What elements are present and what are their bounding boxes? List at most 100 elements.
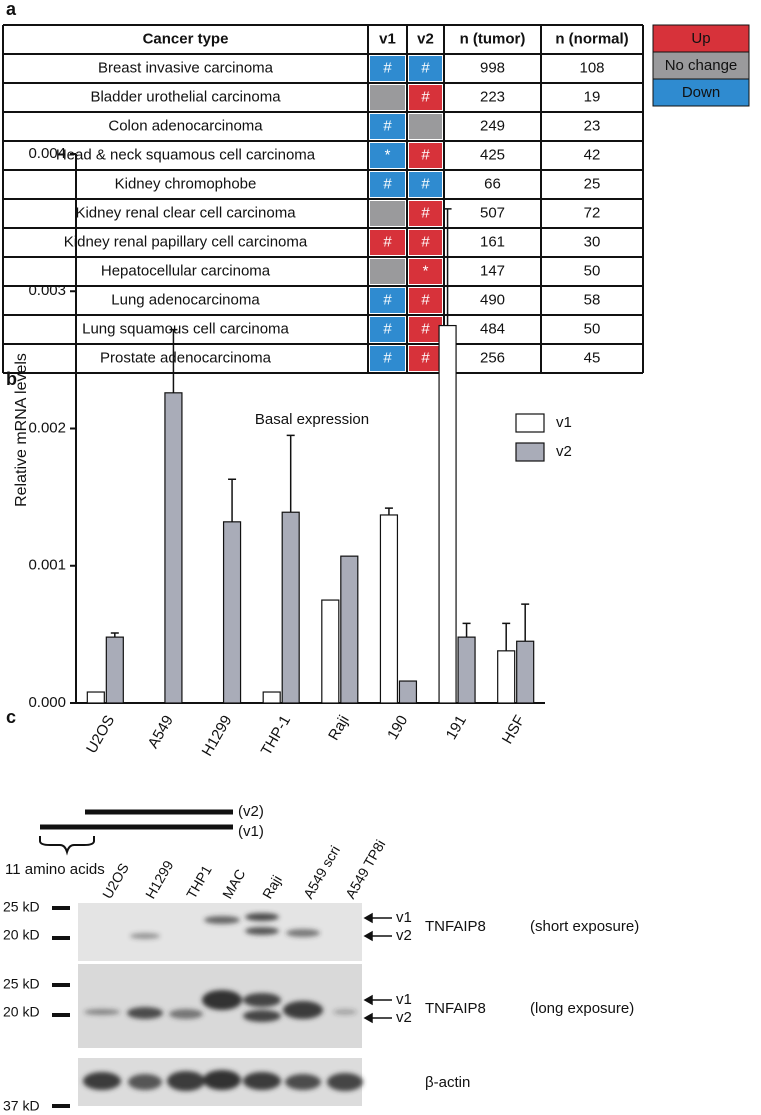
n-tumor: 998 — [480, 59, 505, 76]
lane-label: A549 TP8i — [342, 837, 388, 901]
status-cell — [409, 201, 442, 226]
n-normal: 108 — [579, 59, 604, 76]
status-legend-label: Down — [682, 84, 720, 101]
bar — [321, 599, 340, 704]
n-normal: 58 — [584, 291, 601, 308]
bar — [516, 640, 535, 704]
significance-mark: # — [421, 88, 430, 105]
cancer-type: Hepatocellular carcinoma — [101, 262, 271, 279]
status-cell — [409, 288, 442, 313]
x-tick-label: 190 — [384, 712, 411, 742]
lane-label: H1299 — [142, 857, 177, 901]
significance-mark: # — [383, 233, 392, 250]
status-cell — [370, 172, 405, 197]
bar — [281, 511, 300, 704]
lane-label: MAC — [219, 866, 248, 901]
cancer-type: Breast invasive carcinoma — [98, 59, 274, 76]
cancer-type: Lung squamous cell carcinoma — [82, 320, 289, 337]
bar — [340, 555, 359, 704]
n-normal: 25 — [584, 175, 601, 192]
bar — [105, 636, 124, 704]
n-normal: 19 — [584, 88, 601, 105]
x-tick-label: 191 — [443, 712, 470, 742]
error-bar — [502, 622, 511, 651]
status-cell — [409, 259, 442, 284]
status-cell — [370, 85, 405, 110]
status-legend-label: No change — [665, 57, 738, 74]
panel-label: b — [6, 369, 17, 389]
status-cell — [409, 85, 442, 110]
marker-label: 25 kD — [3, 899, 40, 915]
y-axis-label: Relative mRNA levels — [13, 353, 30, 507]
table-header: n (tumor) — [460, 30, 526, 47]
legend-label: v2 — [556, 443, 572, 460]
error-bar — [521, 603, 530, 642]
status-cell — [409, 172, 442, 197]
status-cell — [409, 114, 442, 139]
exposure-label: (short exposure) — [530, 918, 639, 935]
n-tumor: 66 — [484, 175, 501, 192]
lane-label: THP1 — [183, 862, 215, 901]
bar — [379, 514, 399, 704]
exposure-label: (long exposure) — [530, 1000, 634, 1017]
panel-label: c — [6, 707, 16, 727]
panel-label: a — [6, 0, 17, 19]
significance-mark: # — [383, 59, 392, 76]
status-cell — [370, 201, 405, 226]
lane-label: A549 scri — [300, 843, 343, 902]
band-label: v1 — [396, 991, 412, 1008]
marker-label: 37 kD — [3, 1098, 40, 1114]
x-tick-label: THP-1 — [258, 712, 294, 758]
table-header: v1 — [379, 30, 396, 47]
protein-label: β-actin — [425, 1074, 470, 1091]
y-tick-label: 0.003 — [28, 282, 66, 299]
bar — [222, 521, 242, 704]
status-cell — [409, 56, 442, 81]
status-cell — [370, 114, 405, 139]
marker-label: 25 kD — [3, 976, 40, 992]
n-tumor: 490 — [480, 291, 505, 308]
table-header: Cancer type — [143, 30, 229, 47]
significance-mark: * — [385, 146, 391, 163]
cancer-type: Prostate adenocarcinoma — [100, 349, 272, 366]
n-tumor: 161 — [480, 233, 505, 250]
table-header: n (normal) — [555, 30, 628, 47]
isoform-diagram — [39, 809, 233, 856]
status-legend-swatch — [652, 78, 750, 107]
significance-mark: # — [421, 320, 430, 337]
significance-mark: # — [421, 233, 430, 250]
cancer-type: Head & neck squamous cell carcinoma — [56, 146, 316, 163]
n-normal: 30 — [584, 233, 601, 250]
n-tumor: 484 — [480, 320, 505, 337]
table-header: v2 — [417, 30, 434, 47]
n-tumor: 223 — [480, 88, 505, 105]
x-tick-label: H1299 — [199, 712, 236, 759]
x-tick-label: A549 — [145, 712, 177, 751]
cancer-type: Colon adenocarcinoma — [108, 117, 263, 134]
cancer-type: Lung adenocarcinoma — [111, 291, 260, 308]
status-cell — [370, 56, 405, 81]
y-tick-label: 0.000 — [28, 694, 66, 711]
error-bar — [228, 478, 237, 522]
legend-label: v1 — [556, 414, 572, 431]
cancer-type: Kidney chromophobe — [115, 175, 257, 192]
status-legend-swatch — [652, 24, 750, 53]
n-tumor: 256 — [480, 349, 505, 366]
significance-mark: # — [421, 146, 430, 163]
n-normal: 72 — [584, 204, 601, 221]
x-tick-label: U2OS — [83, 712, 118, 756]
cancer-type: Kidney renal papillary cell carcinoma — [64, 233, 308, 250]
error-bar — [443, 208, 452, 326]
protein-label: TNFAIP8 — [425, 918, 486, 935]
significance-mark: # — [383, 117, 392, 134]
n-normal: 42 — [584, 146, 601, 163]
y-tick-label: 0.004 — [28, 145, 66, 162]
status-cell — [370, 230, 405, 255]
span-label: 11 amino acids — [5, 861, 105, 878]
significance-mark: # — [383, 320, 392, 337]
significance-mark: # — [421, 291, 430, 308]
bar — [164, 392, 183, 704]
significance-mark: # — [383, 291, 392, 308]
